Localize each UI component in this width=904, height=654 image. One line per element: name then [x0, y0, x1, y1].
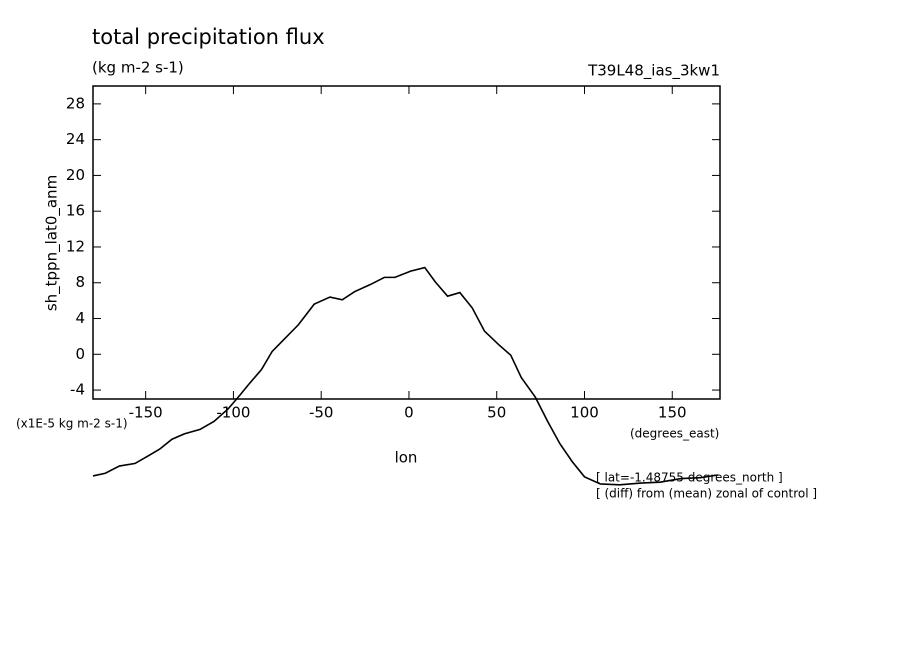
data-line	[92, 266, 719, 486]
y-tick-label: 28	[66, 94, 85, 112]
x-tick-label: -50	[309, 404, 334, 422]
dataset-label: T39L48_ias_3kw1	[587, 62, 720, 81]
chart-subtitle: (kg m-2 s-1)	[92, 59, 184, 77]
x-units: (degrees_east)	[630, 427, 719, 441]
x-tick-label: 150	[658, 404, 687, 422]
y-tick-label: 24	[66, 130, 85, 148]
x-axis-label: lon	[395, 449, 418, 467]
chart-title: total precipitation flux	[92, 25, 325, 49]
y-units: (x1E-5 kg m-2 s-1)	[16, 417, 128, 431]
x-tick-label: -100	[216, 404, 250, 422]
y-tick-label: 4	[75, 309, 85, 327]
x-tick-label: -150	[129, 404, 163, 422]
y-tick-label: -4	[70, 381, 85, 399]
y-tick-label: 8	[75, 273, 85, 291]
x-tick-label: 50	[487, 404, 506, 422]
y-tick-label: 16	[66, 202, 85, 220]
x-tick-label: 0	[404, 404, 414, 422]
y-tick-label: 0	[75, 345, 85, 363]
plot-frame	[92, 85, 721, 400]
note: [ (diff) from (mean) zonal of control ]	[596, 487, 817, 501]
y-axis-label: sh_tppn_lat0_anm	[43, 175, 62, 311]
y-tick-label: 12	[66, 237, 85, 255]
y-tick-label: 20	[66, 166, 85, 184]
x-tick-label: 100	[570, 404, 599, 422]
